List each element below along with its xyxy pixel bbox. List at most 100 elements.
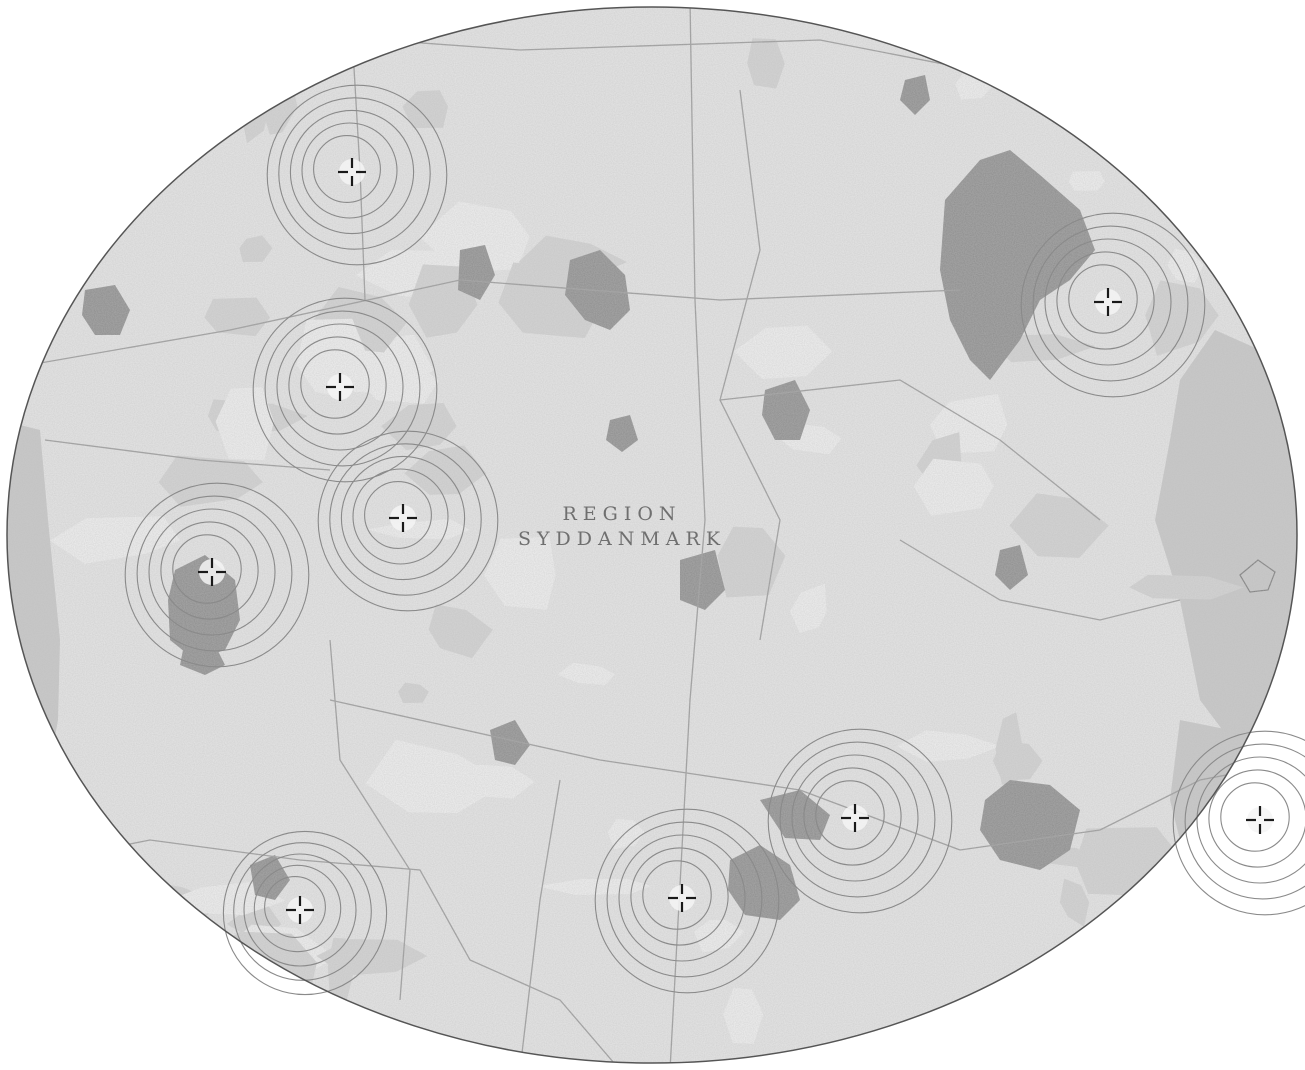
map-frame-outline [6, 6, 1298, 1064]
range-ring [252, 297, 438, 483]
range-ring [253, 864, 342, 953]
crosshair-icon[interactable] [326, 373, 354, 401]
field-patch [733, 325, 833, 379]
range-ring [642, 860, 712, 930]
range-ring [352, 468, 449, 565]
range-ring [779, 741, 936, 898]
field-patch [789, 583, 827, 633]
range-ring [160, 521, 259, 620]
field-patch [404, 445, 487, 495]
field-patch [239, 235, 273, 262]
field-patch [1136, 987, 1188, 1059]
field-patch [207, 1022, 276, 1053]
border-south [7, 839, 621, 1063]
field-patch [158, 455, 263, 507]
crosshair-icon[interactable] [389, 504, 417, 532]
field-patch [367, 519, 470, 540]
range-ring [124, 482, 310, 668]
range-ring [594, 808, 780, 994]
east-sea-water [1155, 330, 1297, 760]
markers-layer [198, 158, 1274, 924]
range-ring [630, 847, 729, 946]
fjord-water [930, 1000, 1050, 1063]
field-patch [1009, 493, 1109, 558]
crosshair-icon[interactable] [841, 804, 869, 832]
region-label-line1: REGION [562, 503, 681, 525]
region-label-line2: SYDDANMARK [518, 528, 726, 550]
range-ring [606, 821, 763, 978]
border-east [899, 539, 1181, 621]
urban-area-northwest [82, 285, 130, 335]
field-patch [972, 26, 1029, 58]
range-ring [136, 495, 293, 652]
urban-layer [82, 75, 1095, 920]
crosshair-icon[interactable] [286, 896, 314, 924]
range-ring [329, 443, 482, 596]
urban-area-southeast-2 [760, 790, 830, 840]
road-east-west-middle [7, 279, 961, 371]
crosshair-icon[interactable] [1246, 806, 1274, 834]
range-ring [222, 830, 388, 996]
crosshair-icon[interactable] [338, 158, 366, 186]
crosshair-icon[interactable] [198, 558, 226, 586]
urban-area-south-west [250, 855, 290, 900]
range-ring [278, 97, 431, 250]
range-ring [1032, 225, 1189, 382]
road-diagonal-east [719, 379, 1101, 521]
field-patch [428, 604, 493, 659]
field-patch [1016, 87, 1149, 112]
range-ring [1044, 238, 1172, 366]
field-patch [557, 662, 615, 685]
field-patch [365, 739, 508, 814]
range-ring [364, 481, 432, 549]
range-ring [1184, 743, 1305, 900]
field-patch [1145, 280, 1219, 356]
border-west-vertical [329, 639, 411, 1001]
urban-area-center-4 [680, 550, 725, 610]
field-patch [1103, 997, 1234, 1046]
urban-area-southeast [980, 780, 1080, 870]
range-ring [276, 323, 404, 451]
range-ring [264, 310, 421, 467]
urban-area-mid-north [606, 415, 638, 452]
range-ring [300, 349, 370, 419]
field-patch [717, 526, 786, 598]
range-ring [1172, 730, 1305, 916]
urban-area-center-3 [762, 380, 810, 440]
field-patch [694, 919, 745, 953]
field-patch [1129, 574, 1244, 600]
urban-area-south [728, 845, 800, 920]
range-ring [1208, 769, 1305, 868]
field-patch [381, 403, 457, 451]
field-patch [50, 516, 181, 564]
island-outline [1239, 559, 1276, 593]
field-patch [1059, 878, 1090, 927]
field-patch [215, 387, 274, 461]
range-ring [1220, 782, 1290, 852]
road-east-west-south [329, 699, 961, 851]
range-ring [266, 84, 448, 266]
urban-area-northeast [940, 150, 1095, 380]
range-ring [313, 135, 381, 203]
road-mid-west [44, 439, 331, 471]
crosshair-icon[interactable] [668, 884, 696, 912]
range-ring [172, 534, 242, 604]
field-patch [747, 38, 785, 89]
range-ring [243, 853, 357, 967]
range-ring [815, 780, 885, 850]
field-patch [995, 712, 1023, 787]
field-patch [467, 764, 535, 799]
field-patch [204, 297, 270, 337]
field-patch [723, 987, 764, 1044]
urban-area-east-small [995, 545, 1028, 590]
crosshair-icon[interactable] [1094, 288, 1122, 316]
road-south-center [519, 779, 561, 1063]
urban-area-center-2 [458, 245, 495, 300]
range-ring [1196, 756, 1305, 884]
field-patch [327, 937, 355, 1010]
range-ring [148, 508, 276, 636]
field-patch [1068, 171, 1105, 191]
range-ring [618, 834, 746, 962]
region-label: REGION SYDDANMARK [518, 503, 726, 550]
